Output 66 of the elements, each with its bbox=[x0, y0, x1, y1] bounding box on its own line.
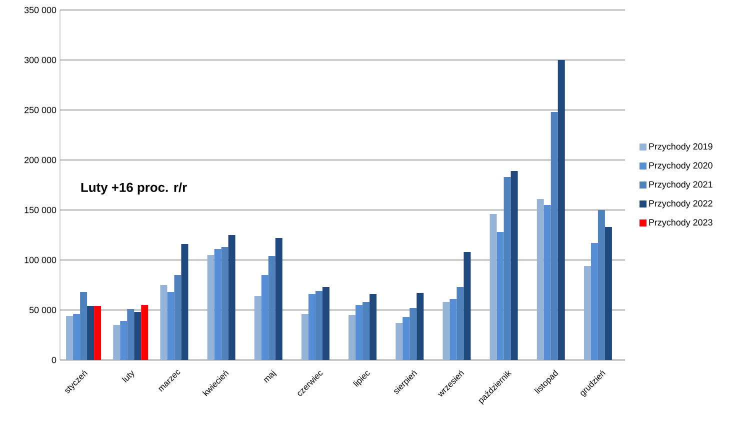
bar bbox=[80, 292, 88, 360]
bar bbox=[174, 275, 182, 360]
bar bbox=[322, 287, 330, 360]
bar bbox=[167, 292, 174, 360]
bar bbox=[221, 247, 228, 360]
bar bbox=[66, 316, 74, 360]
bar bbox=[584, 266, 591, 360]
legend-label: Przychody 2022 bbox=[649, 200, 712, 208]
bar bbox=[94, 306, 102, 360]
bar bbox=[550, 112, 558, 360]
legend-label: Przychody 2023 bbox=[649, 218, 712, 228]
bar bbox=[504, 177, 511, 360]
bar bbox=[160, 285, 168, 360]
y-tick-label: 50 000 bbox=[29, 306, 56, 314]
legend-label: Przychody 2019 bbox=[649, 143, 712, 152]
bar bbox=[544, 205, 551, 360]
bar bbox=[120, 321, 128, 360]
legend-label: Przychody 2020 bbox=[649, 162, 712, 170]
annotation: Luty +16 proc. r/r bbox=[81, 182, 187, 195]
bar bbox=[590, 243, 598, 360]
bar bbox=[261, 275, 268, 360]
bar bbox=[214, 249, 222, 360]
x-tick-label: luty bbox=[122, 370, 134, 382]
bar bbox=[268, 256, 276, 360]
bar bbox=[464, 252, 471, 360]
bar bbox=[456, 287, 464, 360]
y-tick-label: 200 000 bbox=[24, 156, 56, 164]
bar bbox=[141, 305, 148, 360]
bar bbox=[496, 232, 504, 360]
bar bbox=[442, 302, 450, 360]
bar bbox=[301, 314, 308, 360]
bar bbox=[127, 309, 134, 360]
bar bbox=[604, 227, 612, 360]
bar bbox=[536, 199, 544, 360]
bar bbox=[356, 305, 363, 360]
bar bbox=[207, 255, 214, 360]
bar bbox=[416, 293, 424, 360]
bar bbox=[348, 315, 356, 360]
bar bbox=[308, 294, 316, 360]
bar bbox=[275, 238, 282, 360]
bar bbox=[315, 291, 322, 360]
bar bbox=[134, 312, 142, 360]
bar bbox=[228, 235, 236, 360]
bar bbox=[558, 60, 565, 360]
bar bbox=[87, 306, 94, 360]
y-tick-label: 300 000 bbox=[24, 56, 56, 64]
bar bbox=[370, 294, 377, 360]
bar bbox=[181, 244, 188, 360]
y-tick-label: 0 bbox=[52, 356, 56, 364]
x-tick-label: maj bbox=[264, 370, 277, 383]
bar bbox=[410, 308, 417, 360]
bar bbox=[254, 296, 262, 360]
legend-label: Przychody 2021 bbox=[649, 181, 712, 190]
y-tick-label: 150 000 bbox=[24, 206, 56, 214]
y-tick-label: 250 000 bbox=[24, 106, 56, 114]
bar bbox=[73, 314, 80, 360]
bar bbox=[402, 317, 410, 360]
y-tick-label: 350 000 bbox=[24, 6, 56, 14]
bar bbox=[396, 323, 403, 360]
bar bbox=[450, 299, 457, 360]
bar bbox=[490, 214, 497, 360]
bar bbox=[598, 210, 605, 360]
bar bbox=[113, 325, 120, 360]
bar bbox=[510, 171, 518, 360]
bar bbox=[362, 302, 370, 360]
y-tick-label: 100 000 bbox=[24, 256, 56, 264]
